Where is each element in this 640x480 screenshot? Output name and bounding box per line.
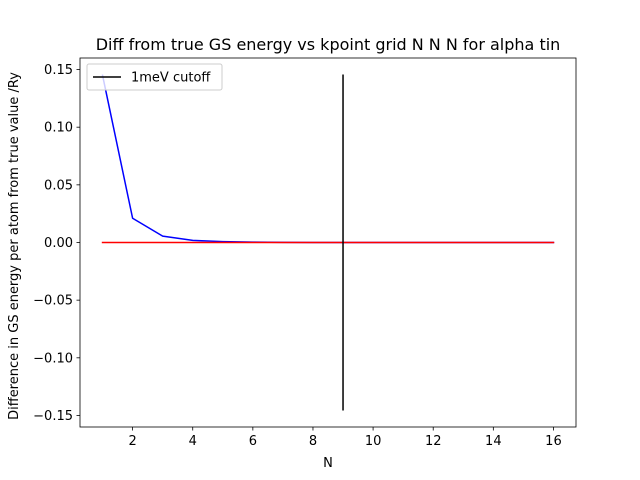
x-tick-label: 12 [425, 434, 442, 449]
x-tick-label: 14 [485, 434, 502, 449]
x-axis-label: N [323, 456, 333, 471]
y-tick-label: 0.10 [44, 121, 73, 136]
x-tick-label: 10 [365, 434, 382, 449]
x-tick-label: 2 [128, 434, 136, 449]
y-axis-label: Difference in GS energy per atom from tr… [7, 72, 22, 420]
x-tick-label: 8 [309, 434, 317, 449]
legend: 1meV cutoff [86, 63, 223, 91]
legend-box [86, 63, 223, 91]
y-tick-label: −0.05 [33, 294, 73, 309]
y-tick-label: −0.10 [33, 351, 73, 366]
x-tick-label: 4 [189, 434, 197, 449]
x-tick-label: 6 [249, 434, 257, 449]
chart-title: Diff from true GS energy vs kpoint grid … [96, 35, 561, 54]
y-tick-label: 0.00 [44, 236, 73, 251]
plot-area: 2 4 6 8 10 12 14 16 −0.15 −0.10 −0.05 0.00 0.05 0.10 0… [33, 57, 577, 449]
x-tick-label: 16 [545, 434, 562, 449]
y-tick-label: −0.15 [33, 409, 73, 424]
y-tick-label: 0.05 [44, 178, 73, 193]
legend-label-cutoff: 1meV cutoff [131, 71, 211, 86]
y-tick-label: 0.15 [44, 63, 73, 78]
